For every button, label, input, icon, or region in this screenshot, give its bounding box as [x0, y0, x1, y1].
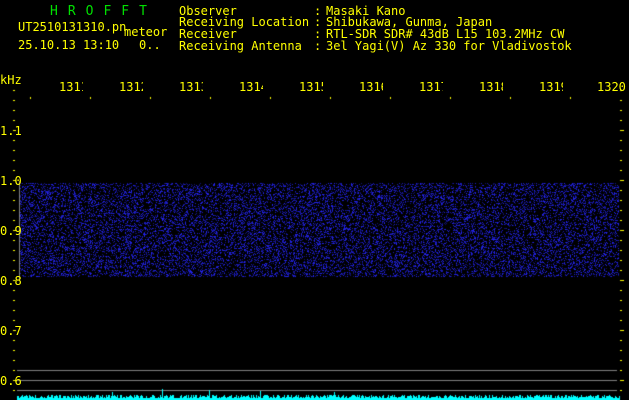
label-antenna: Receiving Antenna — [179, 39, 302, 53]
time-label: 1320 — [597, 80, 626, 94]
value-antenna: 3el Yagi(V) Az 330 for Vladivostok — [326, 39, 572, 53]
label-receiver: Receiver — [179, 27, 237, 41]
time-label: 1317 — [419, 80, 443, 94]
y-label: 1.1 — [0, 124, 22, 138]
y-label: 0.9 — [0, 224, 22, 238]
label-location: Receiving Location — [179, 15, 310, 29]
y-label: 0.7 — [0, 324, 22, 338]
time-label: 1315 — [299, 80, 323, 94]
y-label: 0.8 — [0, 274, 22, 288]
value-observer: Masaki Kano — [326, 4, 406, 18]
y-unit-label: kHz — [0, 73, 22, 87]
y-label: 0.6 — [0, 374, 22, 388]
value-location: Shibukawa, Gunma, Japan — [326, 15, 493, 29]
time-label: 1316 — [359, 80, 383, 94]
file-tag: meteor — [124, 25, 168, 39]
time-label: 1312 — [119, 80, 143, 94]
time-label: 1313 — [179, 80, 203, 94]
time-label: 1318 — [479, 80, 503, 94]
file-name: UT2510131310.pn — [18, 20, 127, 34]
time-label: 1319 — [539, 80, 563, 94]
app-title: HROFFT — [50, 4, 157, 19]
detection-count: 0.. — [139, 38, 161, 52]
y-label: 1.0 — [0, 174, 22, 188]
label-observer: Observer — [179, 4, 237, 18]
file-datetime: 25.10.13 13:10 — [18, 38, 120, 52]
value-receiver: RTL-SDR SDR# 43dB L15 103.2MHz CW — [326, 27, 565, 41]
time-label: 1314 — [239, 80, 263, 94]
